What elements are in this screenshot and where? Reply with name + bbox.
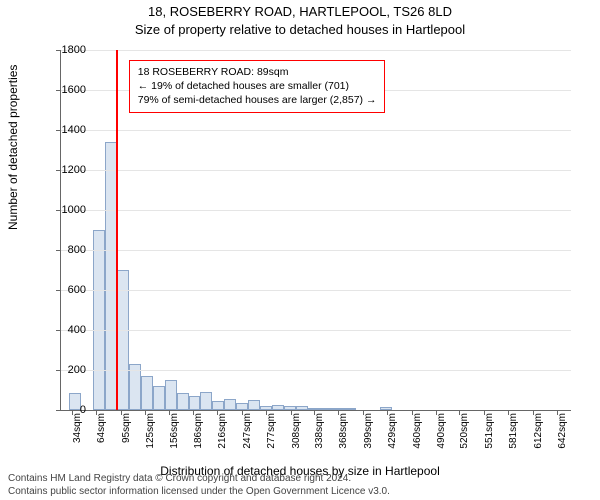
histogram-bar: [153, 386, 165, 410]
footer-line-1: Contains HM Land Registry data © Crown c…: [8, 473, 390, 486]
annotation-line: 79% of semi-detached houses are larger (…: [138, 93, 377, 107]
histogram-bar: [224, 399, 236, 410]
annotation-box: 18 ROSEBERRY ROAD: 89sqm← 19% of detache…: [129, 60, 386, 113]
gridline: [61, 210, 571, 211]
histogram-bar: [296, 406, 308, 410]
xtick-label: 247sqm: [242, 413, 253, 449]
xtick-label: 642sqm: [557, 413, 568, 449]
xtick-label: 308sqm: [291, 413, 302, 449]
histogram-bar: [200, 392, 212, 410]
histogram-bar: [93, 230, 105, 410]
gridline: [61, 290, 571, 291]
annotation-line: ← 19% of detached houses are smaller (70…: [138, 79, 377, 93]
ytick-label: 1800: [46, 44, 86, 56]
ytick-label: 600: [46, 284, 86, 296]
histogram-bar: [212, 401, 224, 410]
xtick-label: 95sqm: [121, 413, 132, 443]
histogram-bar: [117, 270, 129, 410]
xtick-label: 186sqm: [193, 413, 204, 449]
histogram-bar: [141, 376, 153, 410]
ytick-label: 800: [46, 244, 86, 256]
chart-plot-area: 34sqm64sqm95sqm125sqm156sqm186sqm216sqm2…: [60, 50, 571, 411]
xtick-label: 216sqm: [217, 413, 228, 449]
histogram-bar: [248, 400, 260, 410]
chart-title-line2: Size of property relative to detached ho…: [0, 22, 600, 37]
footer-line-2: Contains public sector information licen…: [8, 486, 390, 499]
xtick-label: 125sqm: [145, 413, 156, 449]
xtick-label: 520sqm: [459, 413, 470, 449]
gridline: [61, 170, 571, 171]
xtick-label: 490sqm: [436, 413, 447, 449]
ytick-label: 1400: [46, 124, 86, 136]
histogram-bar: [272, 405, 284, 410]
xtick-label: 551sqm: [484, 413, 495, 449]
xtick-label: 277sqm: [266, 413, 277, 449]
xtick-label: 156sqm: [169, 413, 180, 449]
gridline: [61, 250, 571, 251]
histogram-bar: [380, 407, 392, 410]
xtick-label: 34sqm: [72, 413, 83, 443]
xtick-label: 338sqm: [314, 413, 325, 449]
histogram-bar: [320, 408, 332, 410]
xtick-label: 581sqm: [508, 413, 519, 449]
histogram-bar: [165, 380, 177, 410]
xtick-label: 429sqm: [387, 413, 398, 449]
annotation-line: 18 ROSEBERRY ROAD: 89sqm: [138, 65, 377, 79]
y-axis-label: Number of detached properties: [6, 65, 20, 230]
xtick-label: 64sqm: [96, 413, 107, 443]
property-marker-line: [116, 50, 118, 410]
xtick-label: 612sqm: [533, 413, 544, 449]
xtick-label: 399sqm: [363, 413, 374, 449]
histogram-bar: [189, 396, 201, 410]
ytick-label: 1000: [46, 204, 86, 216]
histogram-bar: [177, 393, 189, 410]
chart-title-line1: 18, ROSEBERRY ROAD, HARTLEPOOL, TS26 8LD: [0, 4, 600, 19]
xtick-label: 368sqm: [338, 413, 349, 449]
histogram-bar: [344, 408, 356, 410]
gridline: [61, 130, 571, 131]
ytick-label: 1200: [46, 164, 86, 176]
histogram-bar: [236, 403, 248, 410]
gridline: [61, 330, 571, 331]
gridline: [61, 50, 571, 51]
ytick-label: 0: [46, 404, 86, 416]
gridline: [61, 370, 571, 371]
xtick-label: 460sqm: [412, 413, 423, 449]
ytick-label: 400: [46, 324, 86, 336]
ytick-label: 200: [46, 364, 86, 376]
ytick-label: 1600: [46, 84, 86, 96]
footer-attribution: Contains HM Land Registry data © Crown c…: [8, 473, 390, 498]
